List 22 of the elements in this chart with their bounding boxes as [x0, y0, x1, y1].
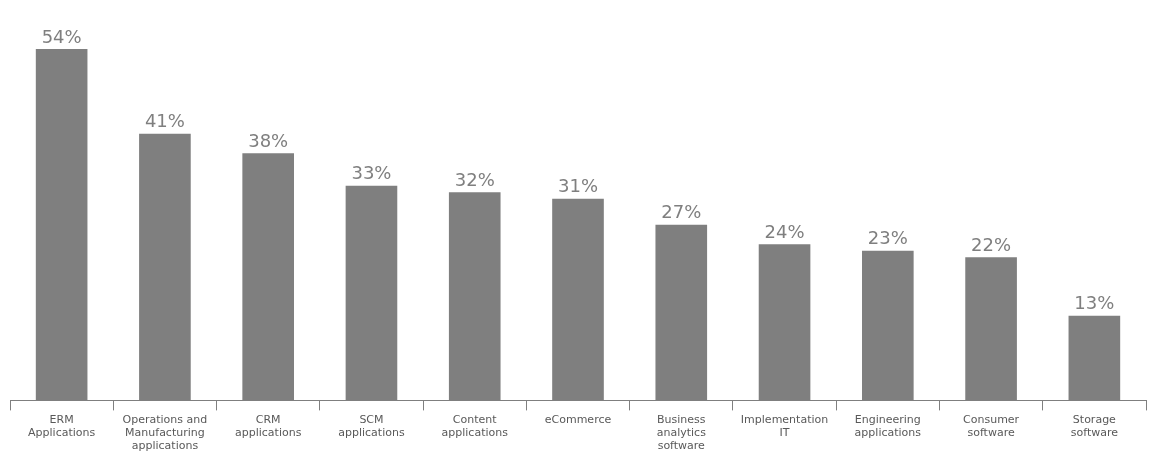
data-label: 54% [41, 25, 82, 47]
x-tick-label: ERM Applications [28, 412, 96, 440]
data-label: 23% [867, 227, 908, 249]
x-tick-label: Consumer software [963, 412, 1020, 440]
x-tick-label: Engineering applications [854, 412, 922, 440]
data-label: 41% [144, 110, 185, 132]
data-label: 24% [764, 220, 805, 242]
x-tick-label: Business analytics software [656, 412, 707, 453]
data-label: 31% [557, 175, 599, 197]
data-label: 27% [661, 201, 702, 223]
data-label: 38% [248, 129, 289, 151]
data-label: 13% [1074, 292, 1115, 314]
x-tick-label: CRM applications [234, 412, 302, 440]
data-label: 33% [351, 162, 392, 184]
x-tick-label: Operations and Manufacturing applications [122, 412, 208, 453]
x-tick-label: Content applications [441, 412, 509, 440]
x-tick-label: Storage software [1070, 412, 1119, 440]
data-label: 32% [454, 168, 495, 190]
x-tick-label: eCommerce [544, 412, 612, 426]
x-tick-label: Implementation IT [740, 412, 829, 440]
x-tick-label: SCM applications [338, 412, 405, 440]
data-label: 22% [971, 233, 1012, 255]
